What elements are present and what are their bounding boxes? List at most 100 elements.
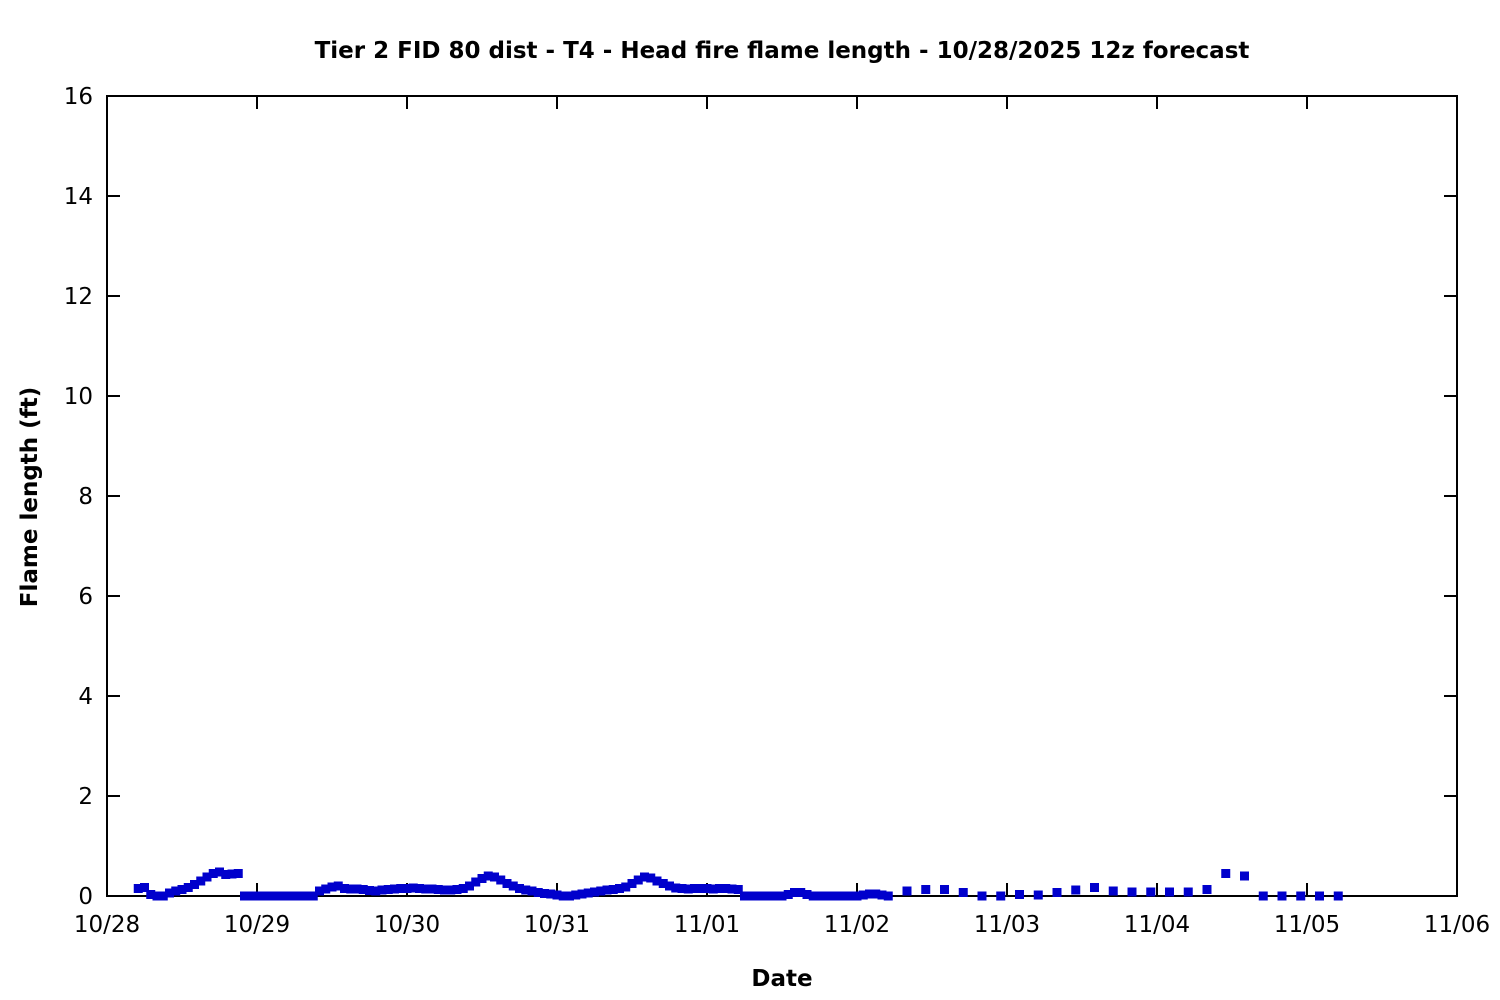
data-point	[277, 891, 287, 901]
data-point	[677, 884, 687, 893]
data-point	[721, 884, 731, 893]
data-point	[458, 884, 468, 893]
data-point	[383, 885, 393, 894]
data-point	[552, 890, 562, 900]
data-point	[315, 886, 324, 896]
data-point	[771, 891, 781, 901]
data-point	[1127, 887, 1137, 897]
data-point	[1258, 891, 1268, 901]
y-tick-label: 12	[64, 284, 93, 310]
data-point	[521, 885, 531, 895]
data-point	[652, 876, 662, 886]
y-tick-label: 8	[78, 484, 93, 510]
x-tick-label: 11/06	[1424, 912, 1490, 938]
data-point	[240, 891, 249, 901]
data-point	[708, 884, 718, 894]
data-point	[433, 885, 443, 894]
axis-tick-labels: 10/28 10/29 10/30 10/31 11/01 11/02 11/03 11/04…	[64, 84, 1490, 938]
data-point	[921, 885, 931, 894]
data-point	[346, 884, 356, 894]
data-point	[402, 884, 412, 893]
data-point	[358, 885, 368, 894]
data-point	[133, 884, 143, 893]
data-point	[783, 890, 793, 899]
data-point	[158, 891, 168, 901]
data-point	[546, 889, 556, 899]
data-point	[746, 891, 756, 901]
data-point	[958, 888, 968, 897]
data-point	[471, 877, 481, 887]
data-point	[1240, 871, 1249, 881]
x-tick-label: 10/30	[374, 912, 440, 938]
y-tick-label: 10	[64, 384, 93, 410]
data-point	[621, 882, 631, 892]
data-point	[152, 891, 162, 901]
data-point	[871, 889, 881, 899]
data-point	[465, 881, 474, 891]
data-point	[446, 885, 456, 895]
data-point	[1108, 886, 1118, 896]
data-point	[527, 886, 537, 896]
data-point	[1033, 890, 1043, 900]
x-tick-label: 10/31	[524, 912, 590, 938]
data-point	[202, 872, 212, 882]
data-point	[702, 884, 712, 893]
data-point	[571, 890, 581, 900]
x-axis-label: Date	[751, 966, 812, 992]
data-point	[733, 885, 743, 894]
data-point	[333, 881, 343, 891]
data-point	[577, 889, 587, 899]
data-point	[1146, 887, 1156, 897]
plot-frame	[106, 95, 1458, 897]
data-point	[265, 891, 274, 901]
data-point	[415, 884, 424, 893]
plot-border	[106, 95, 1458, 897]
y-tick-label: 2	[78, 784, 93, 810]
data-point	[246, 891, 256, 901]
data-point	[865, 889, 874, 899]
data-point	[365, 886, 374, 895]
data-point	[627, 879, 637, 888]
y-tick-label: 16	[64, 84, 93, 110]
data-point	[658, 879, 668, 888]
data-point	[590, 887, 599, 897]
data-point	[515, 884, 524, 893]
data-point	[1296, 891, 1306, 901]
data-point	[258, 891, 268, 901]
data-point	[877, 890, 887, 900]
data-point	[840, 891, 849, 901]
data-point	[740, 891, 749, 901]
data-point	[827, 891, 837, 901]
data-point	[683, 884, 693, 894]
data-point	[221, 870, 231, 879]
data-point	[846, 891, 856, 901]
data-point	[1052, 888, 1062, 897]
data-point	[758, 891, 768, 901]
data-point	[296, 891, 306, 901]
data-point	[565, 891, 574, 901]
data-point	[196, 876, 206, 886]
data-point	[371, 886, 381, 896]
data-point	[690, 884, 699, 893]
data-point	[808, 891, 818, 901]
data-point	[496, 875, 506, 885]
data-point	[640, 872, 649, 882]
data-point	[596, 886, 606, 896]
data-point	[440, 885, 449, 895]
data-point	[171, 886, 181, 896]
data-point	[508, 881, 518, 891]
x-tick-label: 11/01	[674, 912, 740, 938]
x-tick-label: 11/02	[824, 912, 890, 938]
data-point	[777, 891, 787, 901]
data-point	[233, 869, 243, 878]
y-tick-label: 6	[78, 584, 93, 610]
data-points	[133, 867, 1343, 901]
data-point	[815, 891, 824, 901]
data-point	[996, 891, 1006, 901]
data-point	[352, 884, 362, 894]
data-point	[208, 869, 218, 878]
data-point	[421, 884, 431, 894]
data-point	[821, 891, 831, 901]
data-point	[1183, 887, 1193, 897]
